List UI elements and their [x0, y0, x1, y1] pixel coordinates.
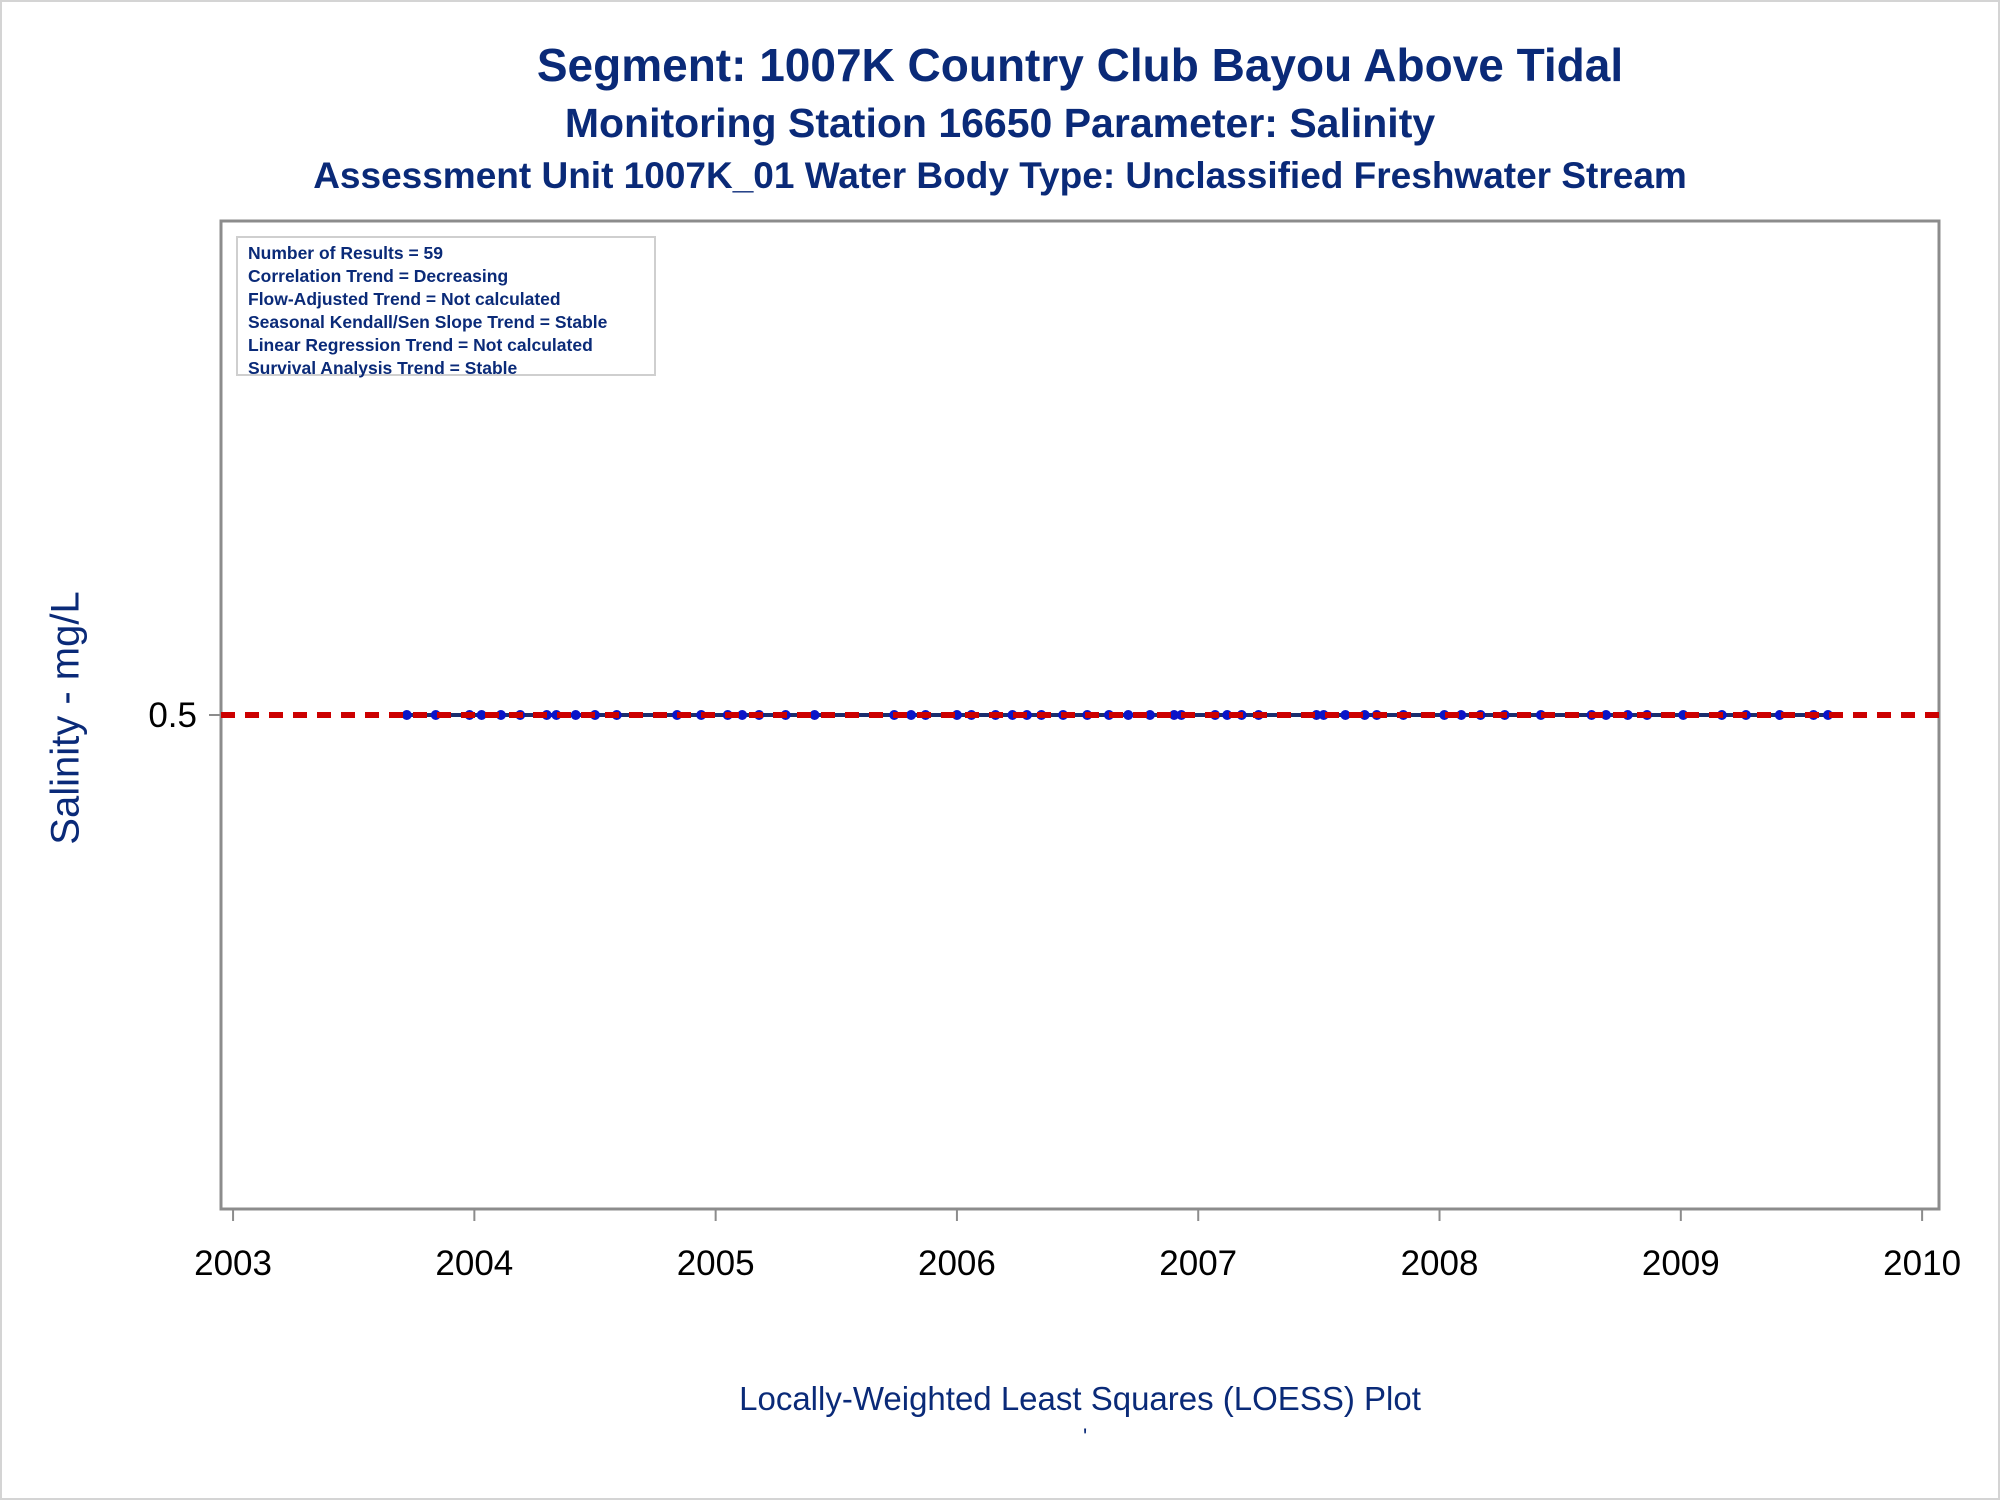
x-axis-label: Locally-Weighted Least Squares (LOESS) P… — [739, 1380, 1421, 1417]
y-axis: 0.5 — [148, 696, 221, 735]
chart-title: Segment: 1007K Country Club Bayou Above … — [536, 39, 1624, 91]
trend-stats-box: Number of Results = 59 Correlation Trend … — [236, 236, 656, 378]
y-axis-label: Salinity - mg/L — [43, 591, 88, 845]
x-tick-label-2007: 2007 — [1159, 1244, 1237, 1283]
x-tick-label-2003: 2003 — [194, 1244, 272, 1283]
x-tick-label-2008: 2008 — [1401, 1244, 1479, 1283]
stats-line-5: Linear Regression Trend = Not calculated — [248, 335, 593, 355]
data-point — [1169, 710, 1180, 720]
data-point — [401, 710, 412, 720]
data-point — [476, 710, 487, 720]
x-tick-label-2005: 2005 — [677, 1244, 755, 1283]
stats-line-3: Flow-Adjusted Trend = Not calculated — [248, 289, 561, 309]
data-point — [570, 710, 581, 720]
stats-line-1: Number of Results = 59 — [248, 243, 443, 263]
stats-line-4: Seasonal Kendall/Sen Slope Trend = Stabl… — [248, 312, 608, 332]
x-tick-label-2009: 2009 — [1642, 1244, 1720, 1283]
data-point — [1340, 710, 1351, 720]
stats-line-6: Survival Analysis Trend = Stable — [248, 358, 518, 378]
stats-line-2: Correlation Trend = Decreasing — [248, 266, 509, 286]
series-layer — [221, 710, 1939, 720]
x-tick-label-2004: 2004 — [435, 1244, 513, 1283]
footnote-mark: ' — [1083, 1424, 1088, 1449]
data-point — [809, 710, 820, 720]
data-point — [1123, 710, 1134, 720]
data-point — [1144, 710, 1155, 720]
y-tick-label-0.5: 0.5 — [148, 696, 197, 735]
x-tick-label-2006: 2006 — [918, 1244, 996, 1283]
x-tick-label-2010: 2010 — [1883, 1244, 1961, 1283]
chart-subtitle-2: Assessment Unit 1007K_01 Water Body Type… — [313, 155, 1687, 196]
chart-subtitle: Monitoring Station 16650 Parameter: Sali… — [564, 100, 1436, 146]
x-axis: 2003 2004 2005 2006 2007 2008 2009 2010 — [194, 1209, 1961, 1283]
data-point — [906, 710, 917, 720]
data-point — [737, 710, 748, 720]
data-point — [1601, 710, 1612, 720]
